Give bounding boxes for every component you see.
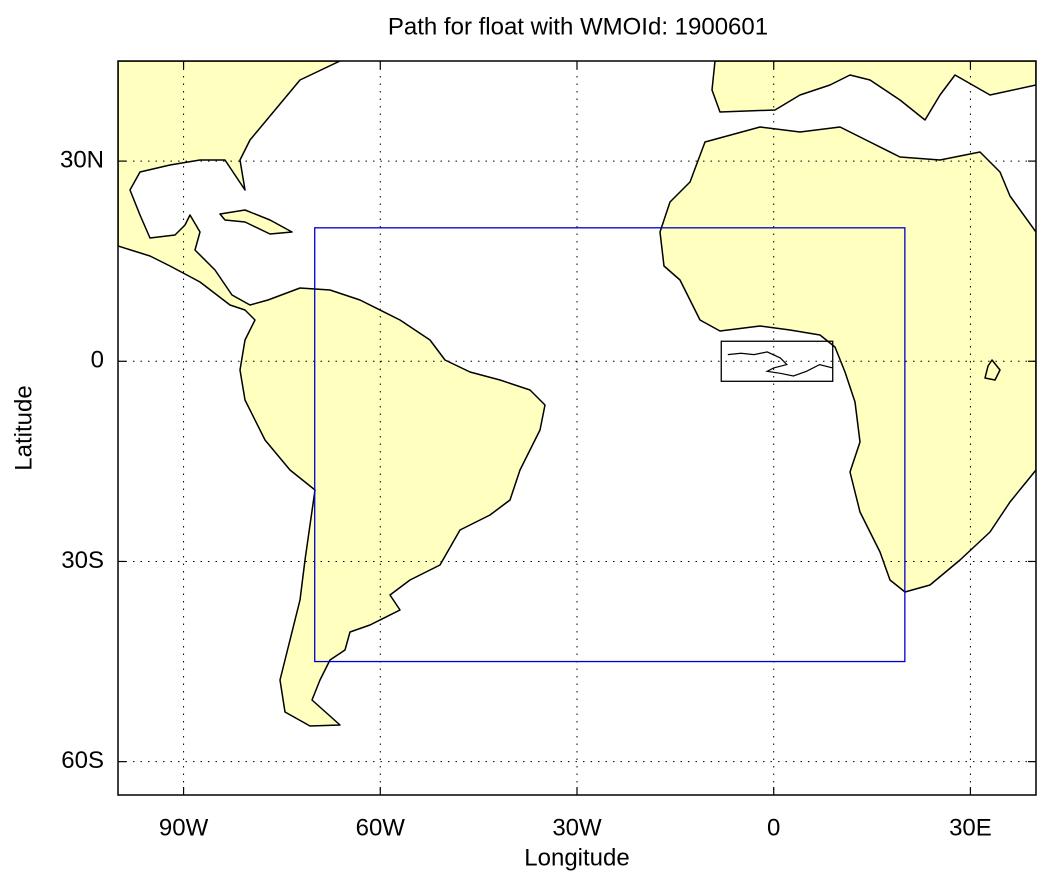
region-box [314,227,906,663]
madagascar [984,359,1001,381]
y-tick-label: 30S [61,547,104,574]
africa [659,126,1036,593]
x-tick-label: 90W [159,814,209,841]
x-tick-label: 30W [552,814,602,841]
x-tick-label: 30E [949,814,992,841]
y-tick-label: 30N [60,146,104,173]
americas [118,61,546,727]
float-path [727,351,833,377]
y-tick-label: 60S [61,747,104,774]
x-tick-label: 60W [356,814,406,841]
cuba [219,209,293,235]
y-tick-label: 0 [91,347,104,374]
chart-title: Path for float with WMOId: 1900601 [388,13,768,40]
x-axis-label: Longitude [524,844,629,871]
land [118,61,1036,727]
y-axis-label: Latitude [10,385,37,470]
float-region-box [720,340,834,382]
x-tick-label: 0 [767,814,780,841]
europe [711,61,1036,121]
